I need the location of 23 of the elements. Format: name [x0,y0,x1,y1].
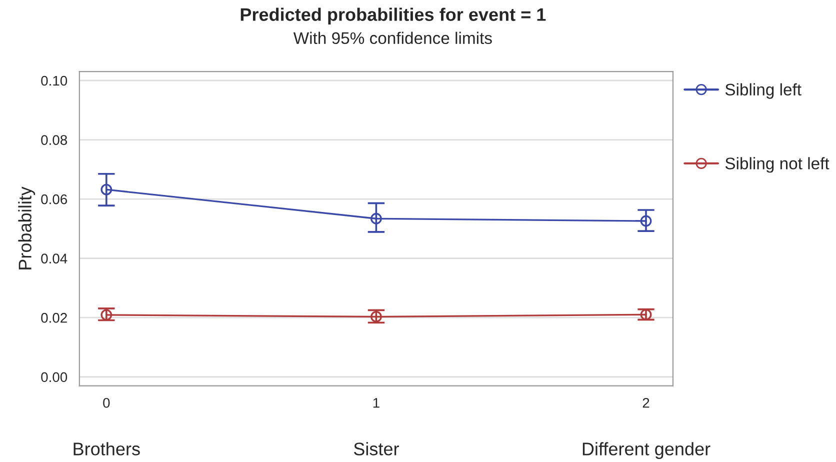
y-tick-label: 0.00 [41,372,68,382]
point [640,215,652,227]
y-axis-title: Probability [18,186,36,270]
text: Sister [354,442,399,456]
chart-title: Predicted probabilities for event = 1 [240,8,546,25]
x-tick-label: 1 [373,398,380,408]
point [100,309,112,321]
legend-label: Sibling left [725,83,802,99]
point [370,311,382,322]
x-tick-label: 2 [642,398,650,408]
chart-subtitle: With 95% confidence limits [293,32,492,44]
x-tick-label: 0 [103,398,110,408]
text: Different gender [582,442,710,459]
text: Brothers [74,442,140,456]
y-tick-label: 0.06 [41,194,68,204]
y-tick-label: 0.08 [41,135,68,145]
legend-label: Sibling not left [725,157,830,173]
point [370,212,382,224]
point [640,308,652,320]
y-tick-label: 0.04 [41,254,68,264]
y-tick-label: 0.02 [41,312,67,323]
y-tick-label: 0.10 [41,76,68,86]
point [100,184,112,196]
